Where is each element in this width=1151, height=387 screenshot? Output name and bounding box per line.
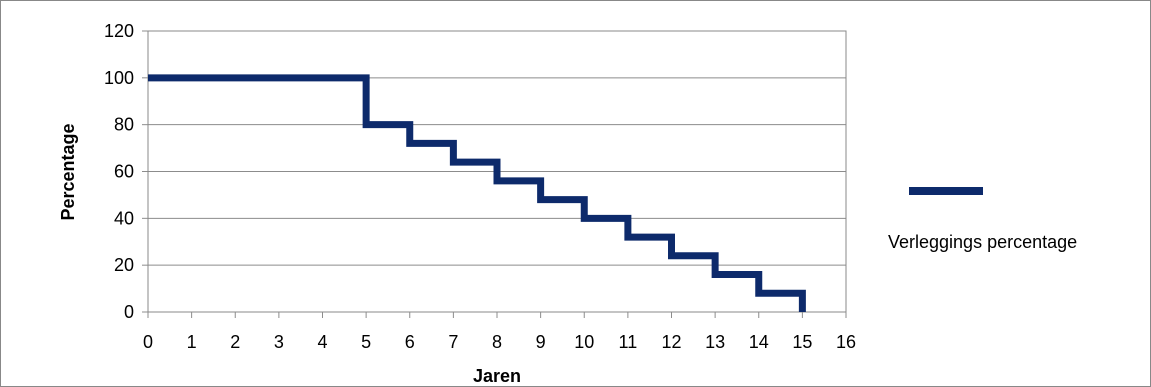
x-tick-label: 13 — [705, 332, 725, 352]
x-tick-label: 0 — [143, 332, 153, 352]
series-line — [148, 74, 806, 312]
x-tick-label: 3 — [274, 332, 284, 352]
y-tick-label: 40 — [114, 208, 134, 228]
series-layer — [147, 74, 806, 313]
x-tick-label: 4 — [317, 332, 327, 352]
x-tick-label: 16 — [836, 332, 856, 352]
x-tick-label: 2 — [230, 332, 240, 352]
x-tick-label: 8 — [492, 332, 502, 352]
x-tick-label: 9 — [536, 332, 546, 352]
x-tick-label: 15 — [792, 332, 812, 352]
x-tick-label: 6 — [405, 332, 415, 352]
y-axis-title: Percentage — [58, 123, 78, 220]
y-tick-label: 120 — [104, 21, 134, 41]
x-tick-label: 10 — [574, 332, 594, 352]
y-tick-label: 100 — [104, 68, 134, 88]
x-tick-label: 14 — [749, 332, 769, 352]
x-tick-label: 12 — [661, 332, 681, 352]
x-tick-label: 11 — [619, 332, 638, 352]
y-tick-label: 0 — [124, 302, 134, 322]
x-tick-label: 7 — [448, 332, 458, 352]
y-tick-label: 80 — [114, 115, 134, 135]
y-axis-ticks: 0 20 40 60 80 100 120 — [104, 21, 148, 322]
x-axis-ticks: 0 1 2 3 4 5 6 7 8 9 10 11 12 13 14 15 16 — [143, 312, 856, 352]
x-tick-label: 1 — [187, 332, 197, 352]
x-tick-label: 5 — [361, 332, 371, 352]
x-axis-title: Jaren — [473, 366, 521, 386]
y-tick-label: 20 — [114, 255, 134, 275]
legend-label: Verleggings percentage — [888, 232, 1077, 252]
legend: Verleggings percentage — [888, 187, 1077, 252]
y-tick-label: 60 — [114, 162, 134, 182]
